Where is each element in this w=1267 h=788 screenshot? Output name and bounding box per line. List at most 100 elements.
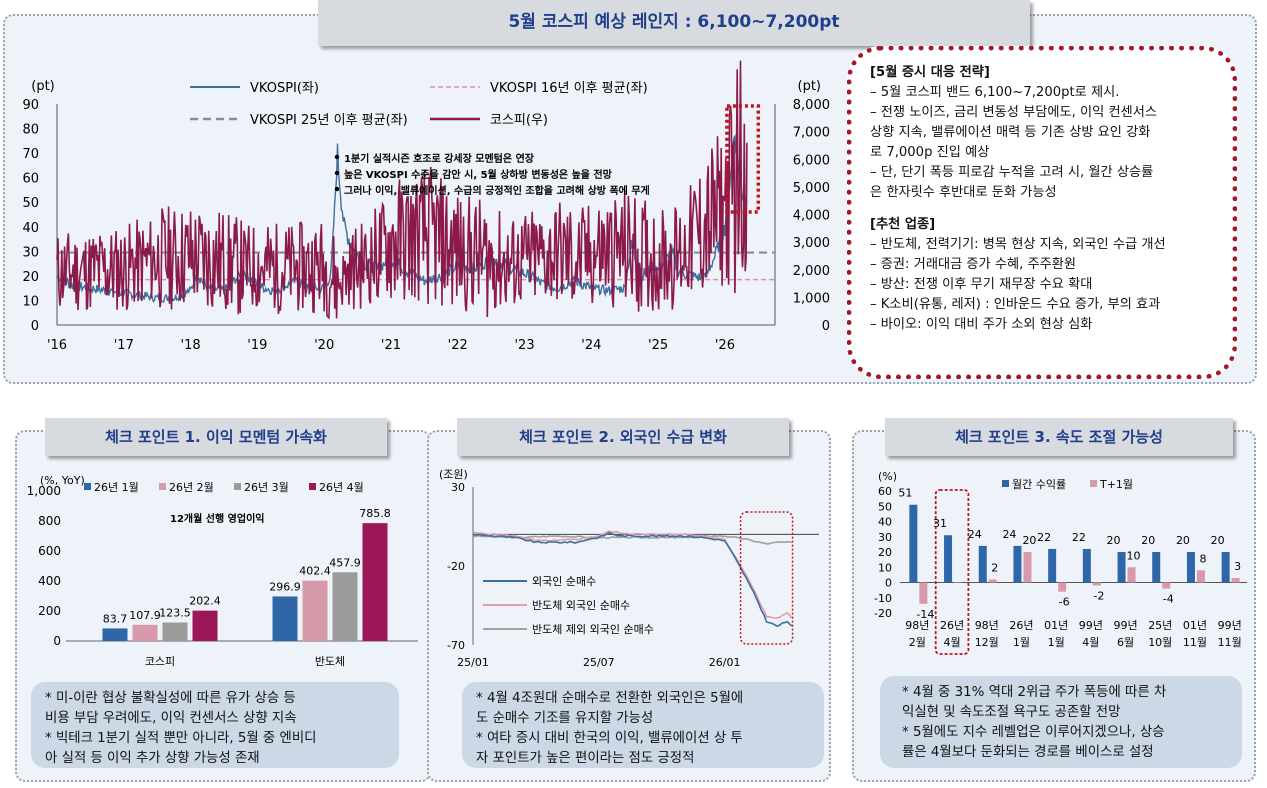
bar xyxy=(1058,582,1067,592)
category-label: 1월 xyxy=(1013,636,1030,649)
category-label: 1월 xyxy=(1048,636,1065,649)
legend-label: 반도체 제외 외국인 순매수 xyxy=(532,623,654,636)
bar xyxy=(1152,552,1161,583)
bar-value-label: -4 xyxy=(1163,593,1174,606)
right-tick-label: 7,000 xyxy=(793,126,830,141)
x-tick-label: '20 xyxy=(314,338,334,353)
x-tick-label: '18 xyxy=(181,338,201,353)
category-label: 98년 xyxy=(905,619,929,632)
checkpoint-2-note: * 4월 4조원대 순매수로 전환한 외국인은 5월에 도 순매수 기조를 유지… xyxy=(462,682,824,768)
annotation-text: 높은 VKOSPI 수준을 감안 시, 5월 상하방 변동성은 높을 전망 xyxy=(344,168,613,181)
bar-value-label: -2 xyxy=(1093,590,1104,603)
category-label: 4월 xyxy=(943,636,960,649)
kospi-line xyxy=(56,60,748,320)
sector-line: – 방산: 전쟁 이후 무기 재무장 수요 확대 xyxy=(870,277,1093,292)
bar xyxy=(988,579,997,583)
category-label: 11월 xyxy=(1183,636,1207,649)
bar xyxy=(302,580,328,641)
x-tick-label: '22 xyxy=(448,338,468,353)
bar-value-label: 24 xyxy=(968,528,982,541)
legend-swatch xyxy=(234,483,241,490)
category-label: 25년 xyxy=(1148,619,1172,632)
bar-value-label: 20 xyxy=(1107,534,1121,547)
legend-label: 26년 2월 xyxy=(169,481,214,494)
x-tick-label: '17 xyxy=(114,338,134,353)
y-tick-label: 30 xyxy=(451,481,465,494)
highlight-box xyxy=(725,104,761,214)
left-tick-label: 0 xyxy=(31,319,39,334)
y-tick-label: -20 xyxy=(447,560,465,573)
y-tick-label: 30 xyxy=(878,531,892,544)
right-unit: (pt) xyxy=(798,79,822,94)
bar xyxy=(1221,552,1230,583)
bar-value-label: -6 xyxy=(1059,596,1070,609)
bar xyxy=(332,572,358,641)
left-unit: (pt) xyxy=(31,79,55,94)
bar xyxy=(1117,552,1126,583)
x-tick-label: '21 xyxy=(381,338,401,353)
sector-line: – K소비(유통, 레저) : 인바운드 수요 증가, 부의 효과 xyxy=(870,297,1161,312)
legend-label: T+1월 xyxy=(1099,478,1133,491)
bar xyxy=(102,628,128,641)
left-tick-label: 30 xyxy=(22,245,39,260)
category-label: 2월 xyxy=(909,636,926,649)
legend-swatch xyxy=(1002,480,1009,487)
annotation-text: 1분기 실적시즌 호조로 강세장 모멘텀은 연장 xyxy=(344,152,535,165)
right-tick-label: 8,000 xyxy=(793,98,830,113)
right-tick-label: 5,000 xyxy=(793,181,830,196)
bar-value-label: 785.8 xyxy=(359,507,391,520)
series-line xyxy=(472,531,793,628)
legend-swatch xyxy=(309,483,316,490)
note-line: 비용 부담 우려에도, 이익 컨센서스 상향 지속 xyxy=(45,711,297,726)
y-tick-label: 0 xyxy=(53,634,61,648)
bar-value-label: 51 xyxy=(898,487,912,500)
left-tick-label: 10 xyxy=(22,294,39,309)
bar xyxy=(1196,570,1205,583)
right-tick-label: 2,000 xyxy=(793,264,830,279)
left-tick-label: 70 xyxy=(22,147,39,162)
highlight-box xyxy=(934,489,970,655)
left-tick-label: 20 xyxy=(22,270,39,285)
bar-value-label: 123.5 xyxy=(159,606,191,619)
y-tick-label: 400 xyxy=(38,574,61,588)
y-tick-label: -70 xyxy=(447,639,465,652)
bar-value-label: 20 xyxy=(1141,534,1155,547)
legend-label: 반도체 외국인 순매수 xyxy=(532,599,630,612)
legend-label: 외국인 순매수 xyxy=(532,575,596,588)
bar xyxy=(1186,552,1195,583)
checkpoint-2-title: 체크 포인트 2. 외국인 수급 변화 xyxy=(457,418,789,456)
chart-subtitle: 12개월 선행 영업이익 xyxy=(170,512,264,525)
bar-value-label: 457.9 xyxy=(329,556,361,569)
checkpoint-1-title: 체크 포인트 1. 이익 모멘텀 가속화 xyxy=(45,418,387,456)
x-tick-label: '24 xyxy=(581,338,601,353)
x-tick-label: 25/01 xyxy=(457,656,489,669)
bar xyxy=(272,596,298,641)
category-label: 4월 xyxy=(1082,636,1099,649)
y-tick-label: 1,000 xyxy=(27,484,61,498)
y-tick-label: 800 xyxy=(38,514,61,528)
sector-line: – 증권: 거래대금 증가 수혜, 주주환원 xyxy=(870,257,1077,272)
x-tick-label: 26/01 xyxy=(709,656,741,669)
bar-value-label: 202.4 xyxy=(189,595,221,608)
bar-value-label: 402.4 xyxy=(299,565,331,578)
y-tick-label: 200 xyxy=(38,604,61,618)
sector-line: – 바이오: 이익 대비 주가 소외 현상 심화 xyxy=(870,317,1093,332)
annotation-bullet xyxy=(334,186,340,192)
category-label: 12월 xyxy=(975,636,999,649)
strategy-line: 은 한자릿수 후반대로 둔화 가능성 xyxy=(870,185,1057,200)
bar xyxy=(954,582,963,583)
y-tick-label: 50 xyxy=(878,500,892,513)
annotation-text: 그러나 이익, 밸류에이션, 수급의 긍정적인 조합을 고려해 상방 폭에 무게 xyxy=(344,184,650,197)
y-tick-label: 10 xyxy=(878,561,892,574)
bar-value-label: 3 xyxy=(1234,560,1241,573)
y-tick-label: 60 xyxy=(878,485,892,498)
bar-value-label: 22 xyxy=(1072,531,1086,544)
vkospi-kospi-chart: (pt) (pt) 0 10 20 30 40 50 60 70 80 90 0 1,000 2,000 3,… xyxy=(22,60,830,353)
bar xyxy=(944,535,953,583)
legend-label: VKOSPI 16년 이후 평균(좌) xyxy=(490,81,648,96)
left-tick-label: 40 xyxy=(22,221,39,236)
category-label: 99년 xyxy=(1079,619,1103,632)
highlight-box xyxy=(739,511,794,645)
bar xyxy=(1127,567,1136,583)
